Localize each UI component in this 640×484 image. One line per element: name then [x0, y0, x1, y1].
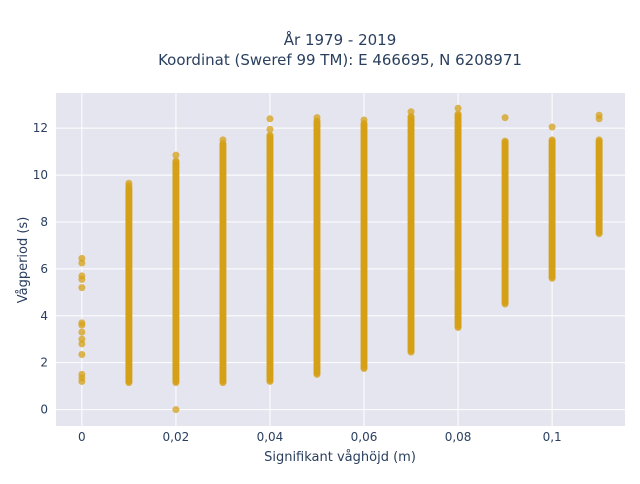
scatter-point — [454, 110, 462, 118]
scatter-point — [172, 157, 180, 165]
x-axis-title: Signifikant våghöjd (m) — [264, 450, 416, 465]
x-tick-label: 0,08 — [445, 430, 472, 444]
scatter-point — [78, 272, 86, 280]
plot-background — [56, 93, 625, 426]
y-tick-label: 10 — [33, 168, 48, 182]
x-tick-label: 0,02 — [163, 430, 190, 444]
scatter-point — [219, 136, 227, 144]
scatter-point — [266, 125, 274, 133]
scatter-point — [78, 328, 86, 336]
scatter-point — [78, 335, 86, 343]
scatter-point — [501, 137, 509, 145]
x-tick-label: 0,06 — [351, 430, 378, 444]
scatter-point — [78, 319, 86, 327]
chart-title: År 1979 - 2019 — [284, 30, 397, 49]
y-tick-label: 0 — [40, 403, 48, 417]
y-tick-label: 8 — [40, 215, 48, 229]
y-tick-label: 4 — [40, 309, 48, 323]
scatter-point — [360, 116, 368, 124]
scatter-point — [501, 114, 509, 122]
scatter-point — [78, 284, 86, 292]
x-tick-label: 0,1 — [543, 430, 562, 444]
y-axis-title: Vågperiod (s) — [16, 217, 31, 304]
scatter-point — [313, 114, 321, 122]
scatter-point — [78, 350, 86, 358]
scatter-point — [78, 370, 86, 378]
scatter-point — [548, 123, 556, 131]
tick-labels: 0 2 4 6 8 10 12 0 0,02 0,04 0,06 0,08 0,1 — [33, 121, 562, 444]
data-points — [78, 104, 603, 414]
scatter-point — [78, 254, 86, 262]
scatter-point — [125, 179, 133, 187]
y-tick-label: 2 — [40, 356, 48, 370]
scatter-point — [407, 108, 415, 116]
chart-subtitle: Koordinat (Sweref 99 TM): E 466695, N 62… — [158, 51, 522, 69]
scatter-point — [454, 104, 462, 112]
y-tick-label: 12 — [33, 121, 48, 135]
scatter-point — [172, 406, 180, 414]
scatter-point — [266, 131, 274, 139]
y-tick-label: 6 — [40, 262, 48, 276]
x-tick-label: 0 — [78, 430, 86, 444]
scatter-point — [266, 115, 274, 123]
scatter-point — [407, 348, 415, 356]
scatter-point — [595, 111, 603, 119]
x-tick-label: 0,04 — [257, 430, 284, 444]
scatter-point — [548, 136, 556, 144]
scatter-point — [595, 136, 603, 144]
scatter-point — [172, 151, 180, 159]
